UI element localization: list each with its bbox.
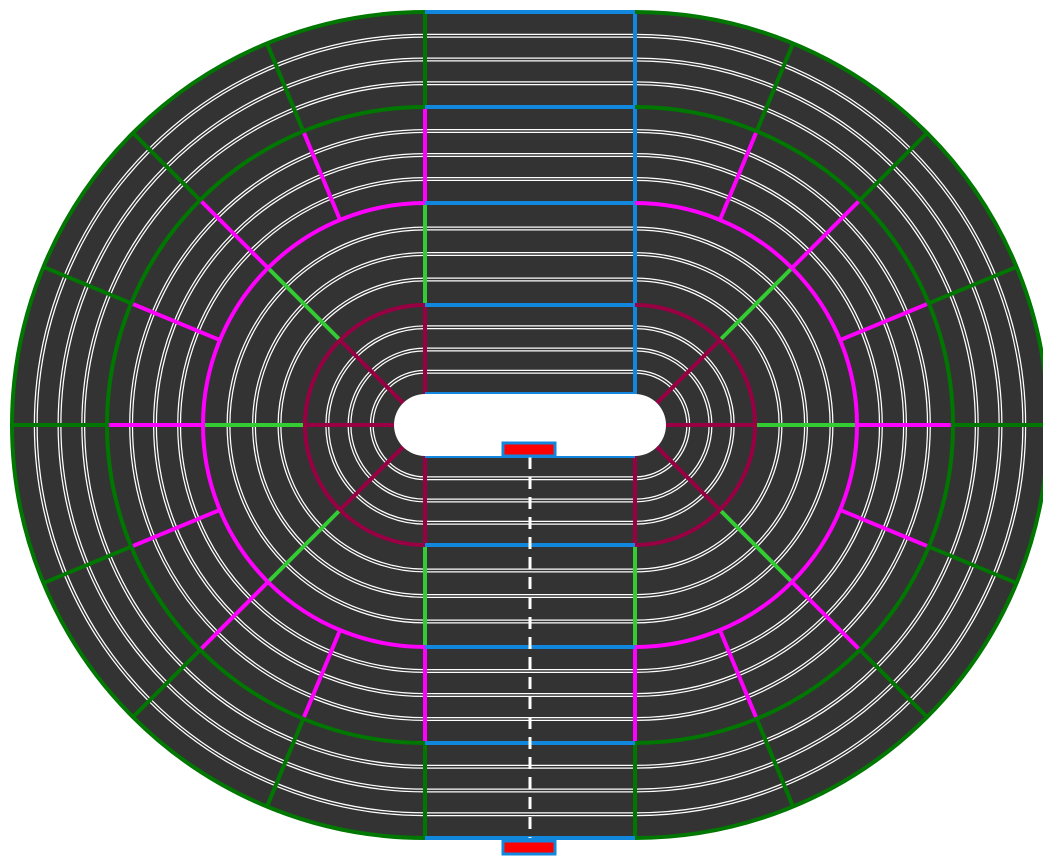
ring-boundary [634, 201, 859, 649]
sector-divider [301, 629, 342, 720]
infield [394, 394, 666, 456]
ring-boundary [634, 105, 955, 745]
sector-divider [858, 131, 929, 202]
sector-divider [198, 198, 270, 270]
ring-boundary [201, 201, 426, 649]
sector-divider [42, 265, 132, 306]
sector-divider [131, 648, 202, 719]
sector-divider [754, 718, 795, 808]
sector-divider [655, 338, 722, 405]
ring-boundary [10, 10, 426, 840]
sector-divider [198, 580, 270, 652]
sector-divider [338, 338, 405, 405]
ring-boundary [634, 10, 1043, 840]
sector-divider [266, 266, 342, 342]
sector-divider [266, 508, 342, 584]
sector-divider [839, 508, 930, 549]
sector-divider [655, 445, 722, 512]
sector-divider [718, 629, 759, 720]
ring-boundary [634, 303, 757, 547]
start-marker [501, 441, 557, 458]
sector-divider [790, 580, 862, 652]
sector-divider [718, 130, 759, 221]
sector-divider [858, 648, 929, 719]
sector-divider [718, 266, 794, 342]
sector-divider [839, 301, 930, 342]
sector-divider [265, 718, 306, 808]
sector-divider [928, 544, 1018, 585]
sector-divider [301, 130, 342, 221]
sector-divider [130, 301, 221, 342]
sector-divider [790, 198, 862, 270]
ring-boundary [303, 303, 426, 547]
sector-divider [130, 508, 221, 549]
sector-divider [265, 42, 306, 132]
start-marker [501, 839, 557, 856]
sector-divider [338, 445, 405, 512]
sector-divider [718, 508, 794, 584]
sector-divider [928, 265, 1018, 306]
sector-divider [42, 544, 132, 585]
sector-divider [754, 42, 795, 132]
ring-boundary [105, 105, 426, 745]
sector-divider [131, 131, 202, 202]
